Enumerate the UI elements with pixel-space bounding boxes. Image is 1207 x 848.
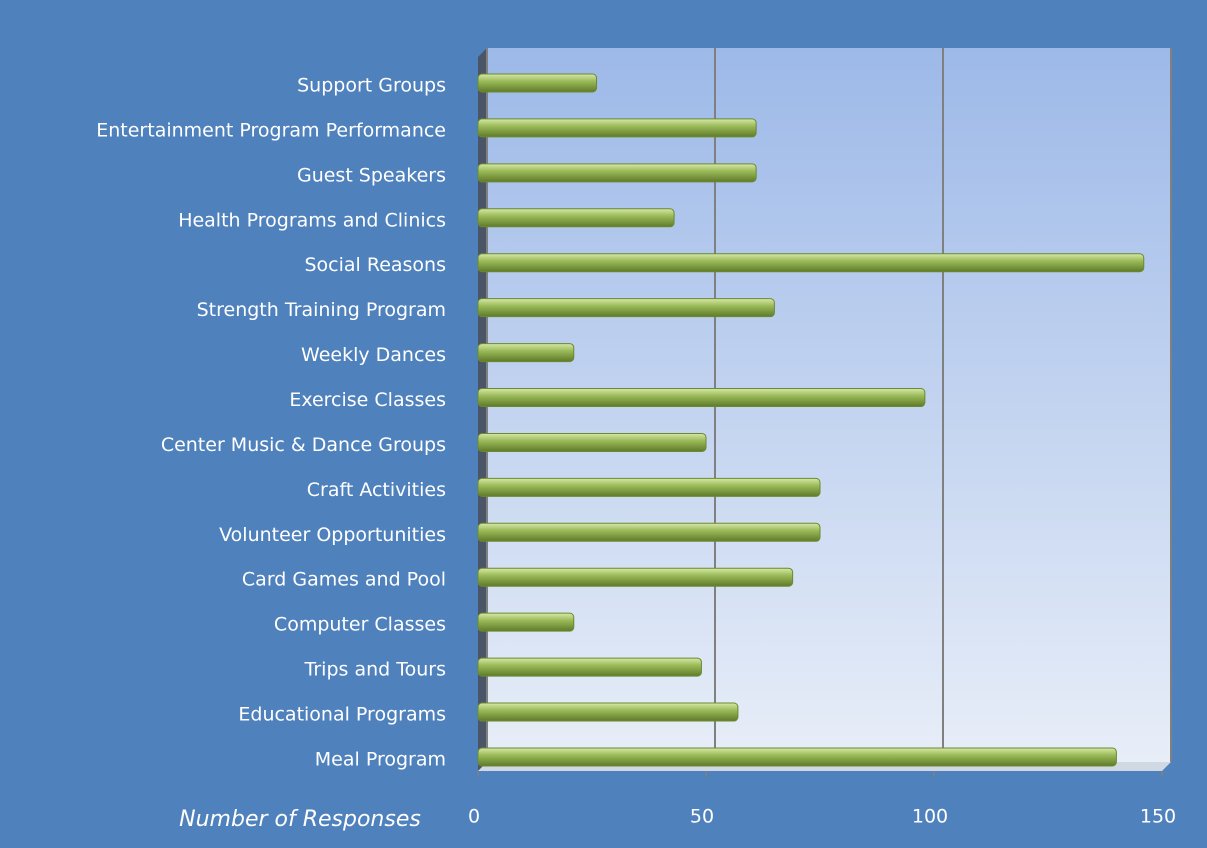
- y-tick-label: Card Games and Pool: [242, 569, 446, 591]
- x-tick-label: 50: [690, 806, 714, 828]
- y-tick-label: Health Programs and Clinics: [178, 209, 446, 231]
- y-tick-label: Guest Speakers: [297, 164, 446, 186]
- bar: [477, 657, 702, 677]
- y-tick-label: Entertainment Program Performance: [96, 119, 446, 141]
- bar: [477, 343, 575, 363]
- bar: [477, 477, 821, 497]
- y-tick-label: Educational Programs: [238, 704, 446, 726]
- y-tick-label: Exercise Classes: [289, 389, 446, 411]
- y-tick-label: Social Reasons: [304, 254, 446, 276]
- y-tick-label: Volunteer Opportunities: [219, 524, 446, 546]
- y-tick-label: Weekly Dances: [301, 344, 446, 366]
- bar: [477, 163, 757, 183]
- y-tick-label: Craft Activities: [307, 479, 446, 501]
- y-tick-label: Center Music & Dance Groups: [161, 434, 446, 456]
- y-tick-label: Support Groups: [297, 75, 446, 97]
- bar: [477, 73, 598, 93]
- x-tick-label: 0: [468, 806, 480, 828]
- y-tick-label: Trips and Tours: [304, 659, 446, 681]
- bar: [477, 388, 926, 408]
- bar: [477, 432, 707, 452]
- x-tick-label: 150: [1140, 806, 1176, 828]
- bar: [477, 522, 821, 542]
- y-tick-label: Strength Training Program: [197, 299, 446, 321]
- bar: [477, 702, 739, 722]
- bar: [477, 208, 675, 228]
- bar: [477, 298, 775, 318]
- bar: [477, 253, 1145, 273]
- x-tick-label: 100: [912, 806, 948, 828]
- y-tick-label: Computer Classes: [274, 614, 446, 636]
- bar: [477, 612, 575, 632]
- bar: [477, 118, 757, 138]
- x-axis-title: Number of Responses: [179, 807, 421, 832]
- bar: [477, 747, 1117, 767]
- side-wall: [478, 48, 487, 771]
- y-tick-label: Meal Program: [315, 748, 446, 770]
- bar: [477, 567, 794, 587]
